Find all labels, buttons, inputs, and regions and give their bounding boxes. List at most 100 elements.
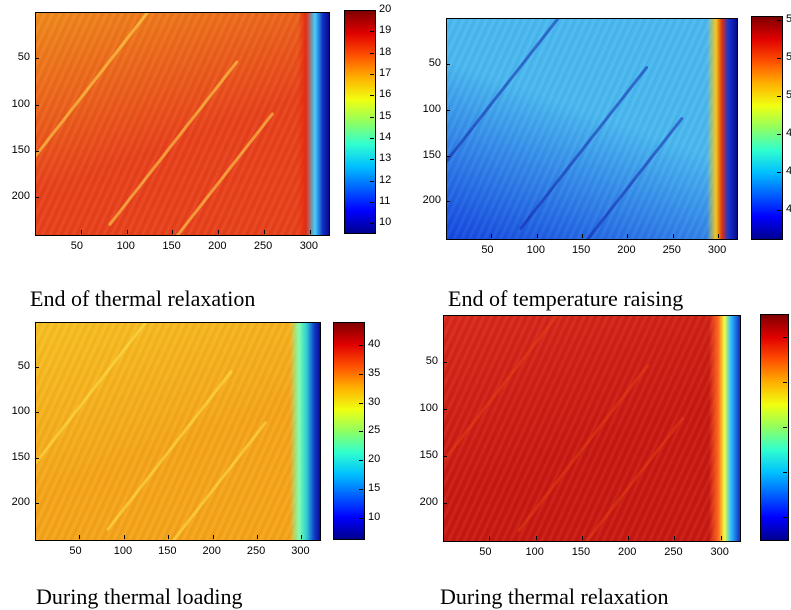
x-tick-label: 200 — [618, 546, 637, 558]
colorbar-tick-mark — [777, 209, 781, 211]
x-tick-mark — [581, 234, 583, 238]
colorbar-tick-mark — [777, 133, 781, 135]
edge-band — [706, 19, 737, 239]
colorbar-tick-label: 48 — [786, 126, 791, 139]
y-tick-label: 50 — [428, 56, 441, 69]
x-tick-label: 250 — [664, 546, 683, 558]
colorbar-tick-label: 25 — [368, 424, 381, 437]
x-tick-label: 200 — [202, 545, 221, 557]
y-tick-mark — [35, 150, 39, 152]
y-tick-label: 100 — [419, 401, 438, 414]
y-tick-label: 150 — [11, 450, 30, 463]
x-tick-label: 50 — [70, 240, 84, 252]
x-tick-label: 300 — [710, 546, 729, 558]
y-tick-mark — [446, 109, 450, 111]
x-tick-label: 150 — [571, 244, 591, 256]
colorbar-tick-label: 44 — [786, 202, 791, 215]
x-tick-mark — [80, 230, 82, 234]
y-tick-label: 150 — [419, 448, 438, 461]
x-tick-label: 250 — [662, 244, 681, 256]
y-tick-mark — [35, 502, 39, 504]
colorbar-tick-label: 12 — [379, 173, 392, 186]
colorbar-tick-label: 17 — [379, 67, 392, 80]
colorbar-tick-label: 19 — [379, 24, 392, 37]
x-tick-label: 200 — [208, 240, 227, 252]
colorbar-tick-mark — [359, 489, 363, 491]
heatmap-field — [447, 19, 737, 239]
y-tick-label: 100 — [422, 102, 441, 115]
x-tick-mark — [672, 234, 674, 238]
colorbar-tick-label: 46 — [786, 164, 791, 177]
y-tick-mark — [35, 58, 39, 60]
colorbar-tick-mark — [777, 57, 781, 59]
x-tick-mark — [263, 230, 265, 234]
colorbar-tick-mark — [359, 373, 363, 375]
colorbar-tick-mark — [370, 159, 374, 161]
x-tick-label: 150 — [162, 240, 181, 252]
y-tick-mark — [35, 457, 39, 459]
y-tick-label: 50 — [17, 360, 30, 373]
x-tick-label: 50 — [481, 244, 494, 256]
colorbar-tick-mark — [359, 345, 363, 347]
x-tick-label: 150 — [158, 545, 177, 557]
x-tick-mark — [126, 230, 128, 234]
heatmap-field — [36, 13, 329, 235]
x-tick-mark — [581, 536, 583, 540]
y-tick-mark — [35, 104, 39, 106]
y-tick-mark — [35, 197, 39, 198]
y-tick-mark — [35, 367, 39, 369]
colorbar-tick-label: 10 — [379, 216, 392, 229]
colorbar-tick-mark — [783, 471, 787, 473]
y-tick-mark — [35, 412, 39, 414]
x-tick-mark — [717, 234, 719, 238]
edge-band — [708, 316, 740, 541]
colorbar-tick-mark — [783, 516, 787, 518]
colorbar-tick-mark — [370, 138, 374, 140]
heatmap-texture — [447, 19, 737, 239]
chart-caption: During thermal loading — [36, 584, 243, 609]
colorbar-tick-label: 11 — [379, 195, 391, 208]
colorbar-p3 — [333, 322, 365, 540]
colorbar-tick-label: 30 — [368, 395, 381, 408]
colorbar-tick-mark — [777, 171, 781, 173]
x-tick-label: 150 — [571, 546, 591, 558]
colorbar-tick-label: 15 — [368, 482, 381, 495]
colorbar-tick-mark — [359, 431, 363, 433]
y-tick-label: 50 — [17, 51, 30, 64]
x-tick-label: 200 — [617, 244, 636, 256]
colorbar-tick-mark — [370, 116, 374, 118]
y-tick-label: 200 — [422, 194, 441, 207]
colorbar-tick-label: 13 — [379, 152, 392, 165]
x-tick-label: 50 — [69, 545, 82, 557]
colorbar-tick-mark — [777, 19, 781, 21]
chart-caption: End of thermal relaxation — [30, 286, 256, 311]
x-tick-mark — [489, 536, 491, 540]
x-tick-mark — [491, 234, 493, 238]
y-tick-mark — [446, 155, 450, 157]
x-tick-label: 100 — [116, 240, 135, 252]
y-tick-label: 100 — [11, 405, 30, 418]
y-tick-label: 200 — [11, 495, 30, 508]
heatmap-p3 — [35, 322, 321, 541]
colorbar-tick-mark — [370, 52, 374, 54]
y-tick-label: 150 — [11, 143, 30, 156]
chart-caption: End of temperature raising — [448, 286, 684, 311]
edge-band — [298, 13, 329, 235]
x-tick-label: 250 — [246, 545, 266, 557]
colorbar-tick-label: 35 — [368, 366, 381, 379]
y-tick-mark — [446, 63, 450, 65]
x-tick-mark — [256, 535, 258, 539]
x-tick-mark — [309, 230, 311, 234]
colorbar-tick-label: 20 — [368, 453, 381, 466]
x-tick-mark — [535, 536, 537, 540]
colorbar-tick-mark — [359, 460, 363, 462]
y-tick-mark — [446, 201, 450, 203]
y-tick-mark — [443, 502, 447, 504]
colorbar-tick-mark — [783, 336, 787, 338]
y-tick-label: 150 — [422, 148, 441, 161]
x-tick-mark — [628, 536, 629, 540]
x-tick-label: 100 — [525, 546, 544, 558]
x-tick-mark — [172, 230, 174, 234]
colorbar-p2 — [751, 16, 783, 240]
y-tick-mark — [443, 408, 447, 410]
